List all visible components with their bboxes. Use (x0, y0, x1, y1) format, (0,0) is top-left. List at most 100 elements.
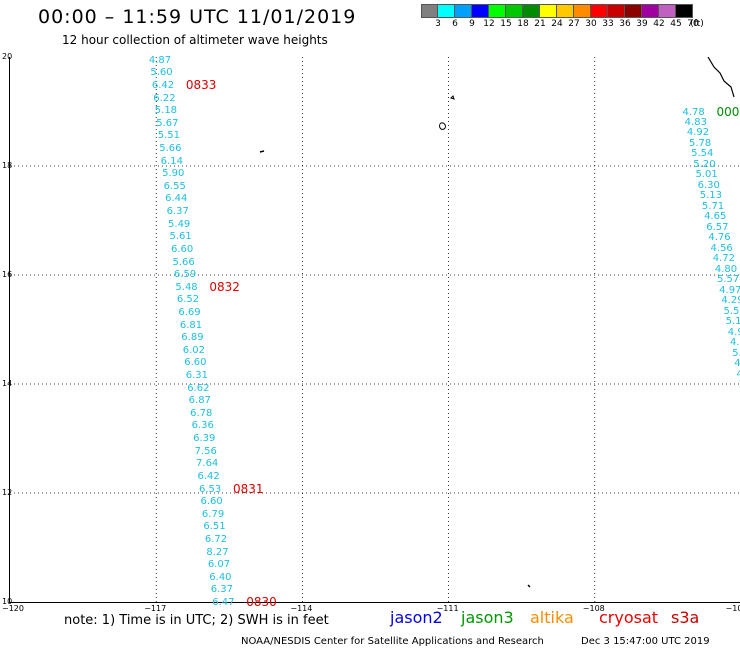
x-tick--114: −114 (290, 604, 313, 613)
jason3-swh-label: 4.80 (714, 263, 738, 275)
island-1 (450, 95, 455, 100)
cryosat-swh-label: 6.79 (201, 508, 225, 520)
x-tick--105: −10 (725, 604, 740, 613)
jason3-swh-label: 6.57 (706, 221, 729, 233)
jason3-swh-label: 4.95 (727, 326, 740, 338)
cryosat-swh-label: 6.60 (170, 243, 194, 255)
cryosat-swh-label: 6.62 (187, 382, 210, 394)
jason3-swh-label: 4.78 (682, 106, 705, 118)
scale-label-27: 27 (568, 19, 580, 29)
cryosat-swh-label: 5.18 (154, 105, 178, 117)
cryosat-swh-label: 6.07 (207, 559, 231, 571)
scale-swatch-39 (625, 4, 642, 18)
scale-swatch-18 (506, 4, 523, 18)
cryosat-swh-label: 6.89 (181, 332, 204, 344)
jason3-swh-label: 5.78 (688, 137, 712, 149)
mission-s3a: s3a (671, 608, 700, 627)
cryosat-swh-label: 6.60 (200, 496, 223, 508)
cryosat-time-label: 0831 (232, 481, 264, 496)
cryosat-time-label: 0832 (209, 279, 240, 294)
y-tick-20: 20 (2, 52, 13, 61)
island-3 (259, 150, 265, 153)
color-scale-labels: 3 6 9 12 15 18 21 24 27 30 33 36 39 42 45 70 (ft) (421, 18, 704, 32)
scale-swatch-9 (455, 4, 472, 18)
cryosat-swh-label: 6.72 (204, 533, 228, 545)
scale-label-42: 42 (653, 19, 665, 29)
cryosat-swh-label: 6.14 (160, 155, 183, 167)
jason3-swh-label: 4.83 (684, 116, 707, 128)
jason3-swh-label: 5.13 (699, 190, 723, 202)
x-tick--120: −120 (2, 604, 24, 613)
jason3-swh-label: 6.30 (697, 179, 720, 191)
cryosat-swh-label: 6.87 (188, 395, 211, 407)
x-tick--108: −108 (582, 604, 605, 613)
scale-swatch-36 (608, 4, 625, 18)
map-canvas (10, 57, 740, 602)
color-scale-swatches (421, 4, 693, 18)
scale-swatch-24 (540, 4, 557, 18)
jason3-swh-label: 4.97 (719, 284, 740, 296)
jason3-swh-label: 5.6 (732, 347, 740, 359)
coastline-mexico (707, 57, 735, 98)
color-scale: 3 6 9 12 15 18 21 24 27 30 33 36 39 42 45 70 (ft) (421, 4, 704, 32)
scale-label-12: 12 (483, 19, 495, 29)
scale-label-30: 30 (585, 19, 597, 29)
credit-line: NOAA/NESDIS Center for Satellite Applica… (241, 636, 544, 647)
y-tick-12: 12 (2, 488, 13, 497)
cryosat-swh-label: 5.90 (162, 168, 185, 180)
jason3-swh-label: 5.20 (693, 158, 716, 170)
cryosat-swh-label: 6.22 (153, 92, 176, 104)
cryosat-swh-label: 5.61 (169, 231, 192, 243)
scale-label-70: 70 (687, 19, 699, 29)
jason3-swh-label: 1 (739, 379, 740, 390)
jason3-swh-label: 4.83 (729, 337, 740, 349)
mission-jason3: jason3 (461, 608, 514, 627)
jason3-swh-label: 5.71 (701, 200, 725, 212)
scale-swatch-45 (659, 4, 676, 18)
cryosat-swh-label: 6.55 (163, 180, 186, 192)
scale-swatch-30 (574, 4, 591, 18)
scale-label-39: 39 (636, 19, 648, 29)
scale-swatch-70 (676, 4, 693, 18)
jason3-swh-label: 5.54 (691, 148, 714, 160)
cryosat-swh-label: 6.51 (203, 521, 226, 533)
cryosat-swh-label: 8.27 (206, 546, 229, 558)
scale-swatch-33 (591, 4, 608, 18)
x-tick--111: −111 (436, 604, 459, 613)
cryosat-swh-label: 5.66 (172, 256, 195, 268)
cryosat-swh-label: 6.44 (165, 193, 188, 205)
cryosat-swh-label: 5.48 (175, 281, 198, 293)
scale-swatch-27 (557, 4, 574, 18)
scale-label-33: 33 (602, 19, 614, 29)
cryosat-swh-label: 6.37 (210, 584, 234, 596)
cryosat-swh-label: 6.52 (176, 294, 200, 306)
scale-swatch-12 (472, 4, 489, 18)
scale-swatch-3 (421, 4, 438, 18)
map-frame: 4.87 5.60 6.42 6.22 5.18 5.67 5.51 5.66 6.14 5.90… (9, 54, 740, 609)
map-subtitle: 12 hour collection of altimeter wave hei… (62, 33, 328, 47)
scale-label-24: 24 (551, 19, 563, 29)
map-title: 00:00 – 11:59 UTC 11/01/2019 (38, 6, 357, 28)
cryosat-swh-label: 6.36 (191, 420, 214, 432)
cryosat-swh-label: 5.67 (156, 117, 179, 129)
jason3-swh-label: 4.7 (734, 358, 740, 370)
cryosat-swh-label: 5.66 (159, 143, 182, 154)
cryosat-time-label: 0833 (185, 77, 217, 92)
cryosat-swh-label: 6.37 (166, 206, 189, 218)
cryosat-swh-label: 6.78 (190, 407, 213, 419)
cryosat-swh-label: 6.69 (178, 306, 201, 318)
generated-date: Dec 3 15:47:00 UTC 2019 (581, 636, 710, 647)
cryosat-swh-label: 4.87 (148, 54, 172, 66)
scale-swatch-6 (438, 4, 455, 18)
jason3-swh-label: 5.57 (717, 274, 740, 286)
jason3-swh-label: 4.76 (708, 232, 731, 244)
cryosat-swh-label: 5.49 (168, 218, 191, 230)
mission-jason2: jason2 (390, 608, 443, 627)
jason3-time-label: 0000 (716, 104, 740, 119)
cryosat-swh-label: 5.60 (150, 67, 173, 79)
cryosat-swh-label: 7.64 (196, 458, 219, 470)
cryosat-swh-label: 6.31 (185, 370, 208, 381)
scale-label-3: 3 (435, 19, 441, 29)
jason3-swh-label: 4.29 (721, 295, 740, 307)
footnote: note: 1) Time is in UTC; 2) SWH is in fe… (64, 613, 329, 628)
